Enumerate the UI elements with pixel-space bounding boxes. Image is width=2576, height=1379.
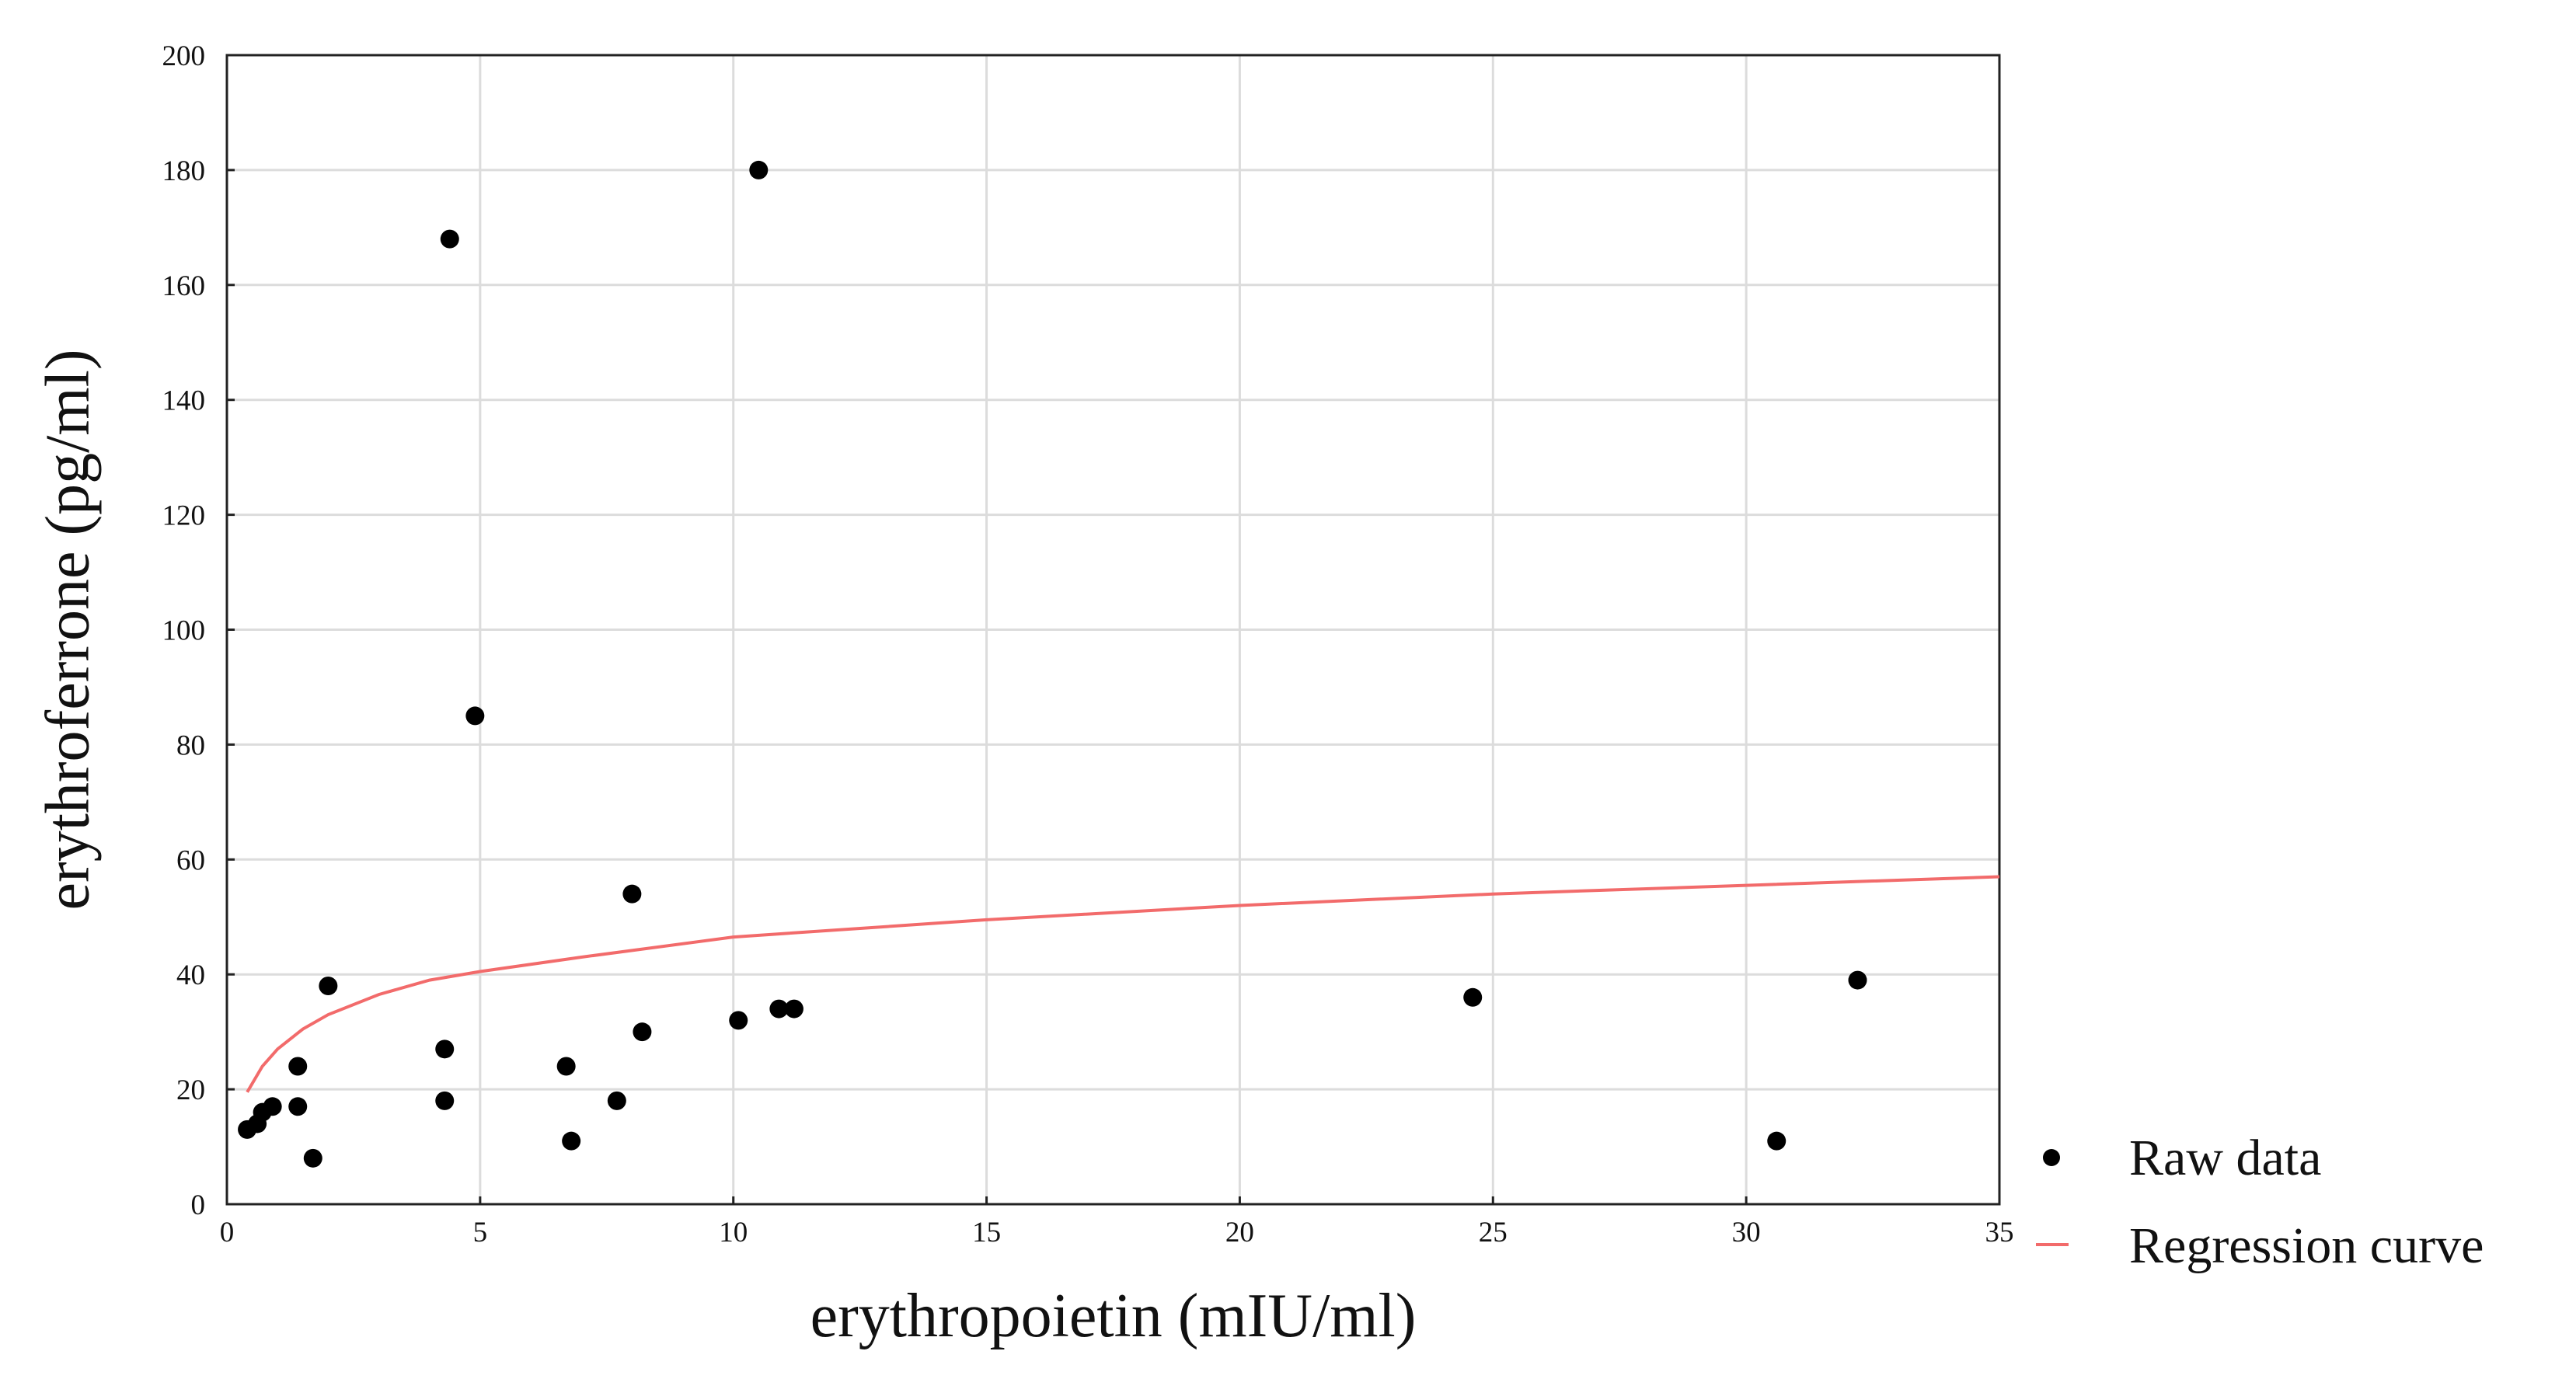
x-tick-label: 20 bbox=[1225, 1217, 1254, 1248]
legend-label-raw-data: Raw data bbox=[2129, 1130, 2321, 1186]
raw-data-point bbox=[562, 1131, 581, 1151]
y-tick-label: 200 bbox=[162, 40, 206, 72]
x-tick-label: 35 bbox=[1985, 1217, 2014, 1248]
data-series bbox=[238, 160, 1999, 1168]
regression-curve-line bbox=[246, 875, 1999, 1093]
legend: Raw data Regression curve bbox=[2036, 1130, 2484, 1274]
x-axis-title: erythropoietin (mIU/ml) bbox=[810, 1282, 1417, 1350]
y-tick-label: 40 bbox=[176, 959, 205, 991]
x-tick-label: 25 bbox=[1479, 1217, 1508, 1248]
y-axis-title: erythroferrone (pg/ml) bbox=[33, 350, 102, 911]
raw-data-point bbox=[440, 229, 459, 249]
x-tick-label: 0 bbox=[220, 1217, 235, 1248]
raw-data-point bbox=[1848, 970, 1867, 990]
legend-marker-raw-data bbox=[2043, 1149, 2060, 1166]
raw-data-point bbox=[263, 1097, 282, 1116]
axis-ticks: 0 5 10 15 20 25 30 35 0 20 40 60 80 100 120 140 160 180 20… bbox=[162, 40, 2014, 1248]
raw-data-point bbox=[749, 160, 769, 179]
raw-data-point bbox=[622, 884, 642, 904]
raw-data-point bbox=[465, 706, 485, 726]
raw-data-point bbox=[633, 1022, 652, 1042]
x-tick-label: 30 bbox=[1732, 1217, 1761, 1248]
y-tick-label: 160 bbox=[162, 270, 206, 302]
raw-data-point bbox=[784, 999, 803, 1019]
raw-data-point bbox=[319, 976, 338, 995]
y-tick-label: 60 bbox=[176, 844, 205, 876]
raw-data-point bbox=[556, 1057, 576, 1076]
y-tick-label: 100 bbox=[162, 615, 206, 647]
y-tick-label: 120 bbox=[162, 500, 206, 532]
y-tick-label: 180 bbox=[162, 155, 206, 187]
raw-data-point bbox=[1767, 1131, 1786, 1151]
grid-lines bbox=[227, 55, 1999, 1204]
raw-data-point bbox=[769, 999, 789, 1019]
y-tick-label: 140 bbox=[162, 385, 206, 417]
raw-data-point bbox=[435, 1039, 455, 1059]
x-tick-label: 15 bbox=[972, 1217, 1001, 1248]
x-tick-label: 10 bbox=[719, 1217, 748, 1248]
legend-label-regression-curve: Regression curve bbox=[2129, 1217, 2484, 1274]
raw-data-point bbox=[288, 1097, 308, 1116]
x-tick-label: 5 bbox=[473, 1217, 488, 1248]
raw-data-point bbox=[435, 1091, 455, 1110]
raw-data-point bbox=[288, 1057, 308, 1076]
y-tick-label: 0 bbox=[191, 1189, 206, 1221]
y-tick-label: 80 bbox=[176, 730, 205, 761]
raw-data-point bbox=[607, 1091, 626, 1110]
raw-data-point bbox=[1463, 987, 1483, 1007]
raw-data-point bbox=[303, 1148, 322, 1168]
y-tick-label: 20 bbox=[176, 1074, 205, 1106]
raw-data-point bbox=[729, 1011, 748, 1030]
